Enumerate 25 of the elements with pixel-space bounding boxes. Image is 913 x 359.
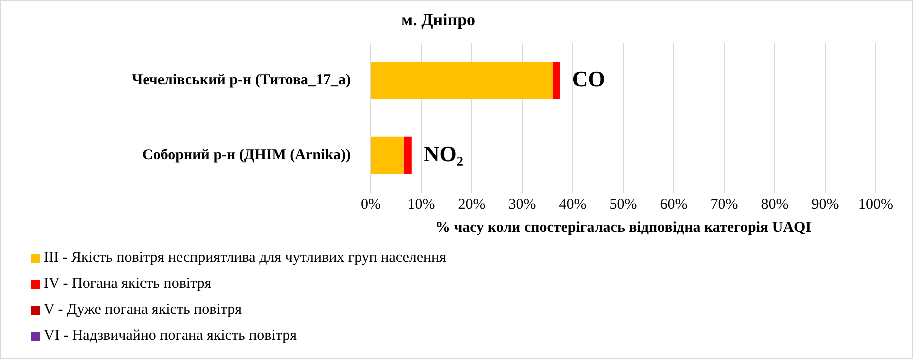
annotation: NO₂ bbox=[424, 141, 464, 166]
x-axis-title: % часу коли спостерігалась відповідна категорія UAQI bbox=[435, 220, 812, 236]
y-tick-label: Чечелівський р-н (Титова_17_а) bbox=[132, 72, 352, 89]
x-tick-label: 20% bbox=[458, 196, 486, 213]
annotation: CO bbox=[572, 66, 606, 92]
x-tick-label: 30% bbox=[508, 196, 536, 213]
x-tick-label: 10% bbox=[408, 196, 436, 213]
legend-label: VI - Надзвичайно погана якість повітря bbox=[44, 328, 298, 344]
bar bbox=[372, 136, 404, 174]
x-tick-label: 50% bbox=[610, 196, 638, 213]
y-tick-label: Соборний р-н (ДНІМ (Arnika)) bbox=[142, 147, 351, 164]
bar bbox=[404, 136, 412, 174]
x-tick-label: 40% bbox=[559, 196, 587, 213]
x-tick-label: 60% bbox=[660, 196, 688, 213]
x-tick-label: 0% bbox=[361, 196, 381, 213]
x-tick-label: 70% bbox=[710, 196, 738, 213]
bar bbox=[372, 62, 554, 100]
legend-label: V - Дуже погана якість повітря bbox=[44, 302, 242, 318]
x-tick-label: 100% bbox=[858, 196, 894, 213]
x-tick-label: 90% bbox=[812, 196, 840, 213]
legend-label: IV - Погана якість повітря bbox=[44, 276, 212, 292]
legend-label: III - Якість повітря несприятлива для чутливих груп населення bbox=[44, 250, 446, 266]
chart-title: м. Дніпро bbox=[401, 10, 476, 30]
bar bbox=[553, 62, 560, 100]
x-tick-label: 80% bbox=[761, 196, 789, 213]
